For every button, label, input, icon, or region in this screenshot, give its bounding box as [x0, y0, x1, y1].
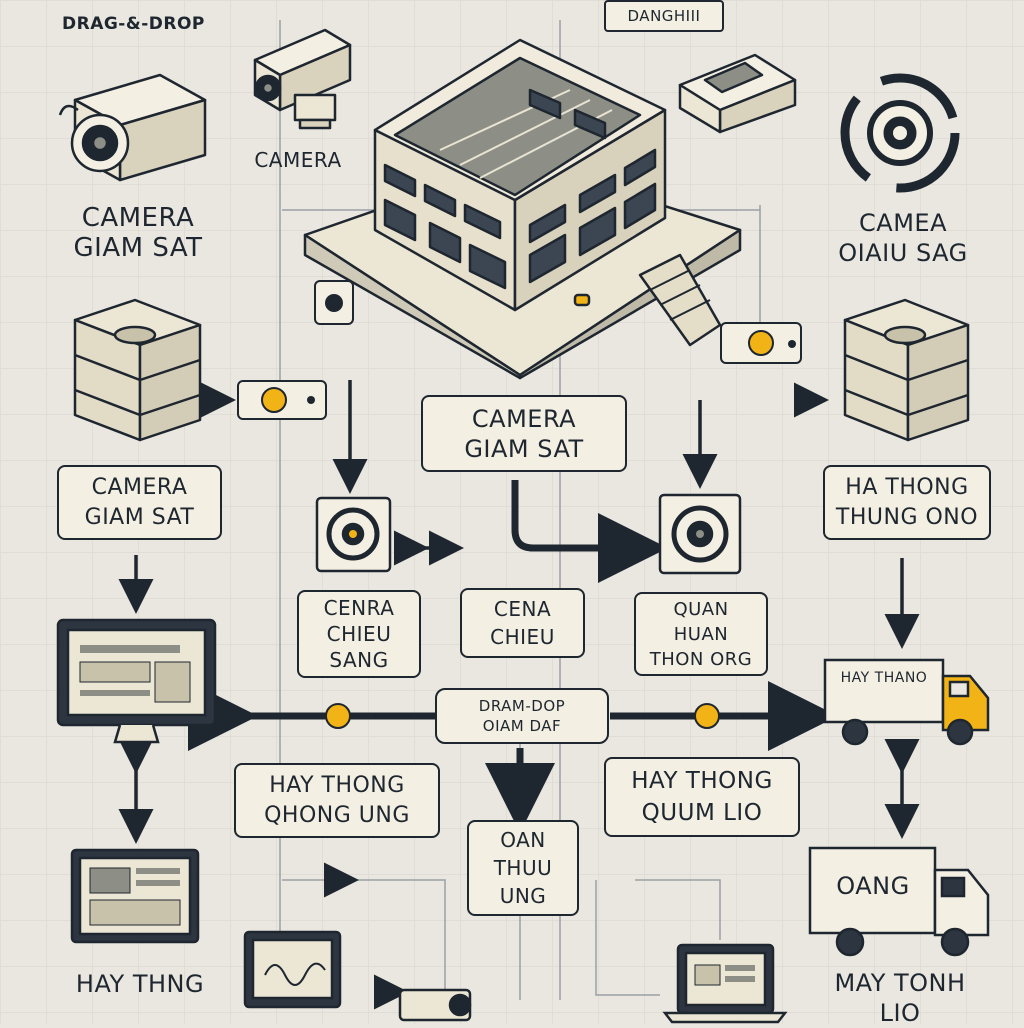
left-hay-box[interactable]: HAY THONG QHONG UNG [234, 763, 440, 838]
center-camera-box-line2: GIAM SAT [464, 434, 584, 463]
camera-lens-icon [325, 294, 343, 312]
cenra-box-line1: CENRA [323, 596, 395, 620]
center-camera-box[interactable]: CAMERA GIAM SAT [421, 395, 627, 472]
right-camera-label-line2: OIAIU SAG [838, 239, 968, 267]
left-camera-label-line1: CAMERA [81, 203, 195, 233]
camera-chip-left[interactable] [237, 380, 327, 420]
truck-top-label: HAY THANO [840, 670, 928, 686]
oan-box-line2: THUU [493, 856, 553, 880]
cenra-box-line3: SANG [329, 648, 389, 672]
right-system-box-line1: HA THONG [845, 474, 969, 500]
right-camera-label-line1: CAMEA [859, 209, 947, 237]
truck-bottom-label: OANG [836, 872, 910, 900]
right-hay-box-line1: HAY THONG [631, 768, 773, 794]
cenra-box[interactable]: CENRA CHIEU SANG [297, 590, 421, 678]
left-hay-box-line1: HAY THONG [269, 772, 405, 798]
right-system-box-line2: THUNG ONO [835, 504, 979, 530]
quan-box-line3: THON ORG [649, 648, 753, 670]
hub-box-line1: DRAM-DOP [478, 697, 566, 715]
bottom-right-label: MAY TONH LIO [800, 968, 1000, 1028]
quan-box[interactable]: QUAN HUAN THON ORG [634, 592, 768, 676]
cena-box-line2: CHIEU [490, 625, 555, 649]
cena-box[interactable]: CENA CHIEU [460, 588, 585, 658]
quan-box-line1: QUAN [673, 598, 729, 620]
right-system-box[interactable]: HA THONG THUNG ONO [823, 465, 991, 540]
hub-box-line2: OIAM DAF [482, 717, 562, 735]
status-dot-icon [788, 340, 796, 348]
oan-box-line3: UNG [499, 884, 547, 908]
center-camera-box-line1: CAMERA [471, 404, 577, 433]
bottom-left-label: HAY THNG [75, 970, 205, 998]
bottom-right-label-line2: LIO [879, 999, 921, 1027]
oan-box-line1: OAN [500, 828, 546, 852]
camera-chip-building[interactable] [314, 280, 354, 325]
status-dot-icon [307, 396, 315, 404]
camera-small-label: CAMERA [254, 148, 342, 172]
left-camera-label: CAMERA GIAM SAT [48, 203, 228, 263]
bus-node-left[interactable] [325, 703, 351, 729]
left-camera-box-line1: CAMERA [91, 474, 188, 500]
quan-box-line2: HUAN [673, 623, 729, 645]
oan-box[interactable]: OAN THUU UNG [467, 820, 579, 916]
cena-box-line1: CENA [493, 597, 552, 621]
left-camera-box-line2: GIAM SAT [84, 504, 195, 530]
right-hay-box-line2: QUUM LIO [641, 800, 763, 826]
left-camera-box[interactable]: CAMERA GIAM SAT [57, 465, 222, 540]
header-tag[interactable]: DANGHIII [604, 0, 724, 32]
camera-dot-icon [748, 330, 774, 356]
page-title: DRAG-&-DROP [62, 14, 205, 34]
right-camera-label: CAMEA OIAIU SAG [818, 208, 988, 268]
cenra-box-line2: CHIEU [326, 622, 392, 646]
camera-chip-right[interactable] [720, 322, 802, 364]
bus-node-right[interactable] [694, 703, 720, 729]
right-hay-box[interactable]: HAY THONG QUUM LIO [604, 757, 800, 837]
hub-box[interactable]: DRAM-DOP OIAM DAF [435, 688, 609, 744]
left-camera-label-line2: GIAM SAT [73, 233, 203, 263]
left-hay-box-line2: QHONG UNG [264, 802, 410, 828]
bottom-right-label-line1: MAY TONH [834, 969, 966, 997]
camera-dot-icon [261, 387, 287, 413]
